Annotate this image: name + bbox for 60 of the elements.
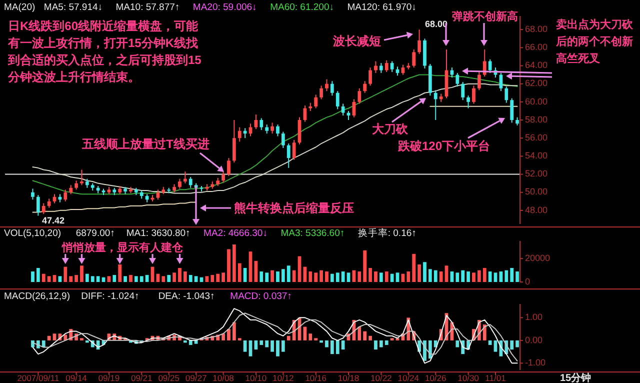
x-tick-label: 09/27 bbox=[185, 373, 207, 383]
annotation: 熊牛转换点后缩量反压 bbox=[234, 201, 354, 215]
y-tick-label: 58.00 bbox=[525, 114, 548, 124]
y-tick-label: -1.00 bbox=[525, 358, 546, 368]
text: MACD(26,12,9) bbox=[4, 291, 70, 302]
x-tick-label: 10/12 bbox=[272, 373, 294, 383]
x-tick-label: 10/18 bbox=[338, 373, 360, 383]
x-tick-label: 10/22 bbox=[370, 373, 392, 383]
text: MA3: 5336.60↑ bbox=[280, 228, 345, 239]
y-tick-label: 64.00 bbox=[525, 60, 548, 70]
annotation: 波长减短 bbox=[332, 34, 381, 48]
y-tick-label: 50.00 bbox=[525, 186, 548, 197]
x-tick-label: 10/26 bbox=[424, 373, 447, 383]
x-tick-label: 09/21 bbox=[130, 373, 153, 383]
text: VOL(5,10,20) bbox=[4, 228, 62, 239]
text: MA2: 4666.30↓ bbox=[204, 228, 268, 239]
x-tick-label: 10/16 bbox=[305, 373, 327, 383]
y-tick-label: 56.00 bbox=[525, 132, 548, 142]
y-tick-label: 48.00 bbox=[525, 204, 548, 215]
annotation: 悄悄放量，显示有人建仓 bbox=[61, 241, 184, 254]
text: 换手率: 0.16↑ bbox=[358, 227, 416, 239]
text: MACD: 0.037↑ bbox=[230, 291, 292, 302]
annotation: 五线顺上放量过T线买进 bbox=[81, 137, 210, 151]
annotation: 68.00 bbox=[425, 19, 448, 29]
text: 卖出点为大刀砍后的两个不创新高竺死叉 bbox=[555, 18, 634, 65]
y-tick-label: 62.00 bbox=[525, 78, 548, 88]
annotation: 跌破120下小平台 bbox=[397, 139, 490, 153]
text: DIFF: -1.024↑ bbox=[81, 291, 140, 302]
annotation: 47.42 bbox=[42, 216, 65, 226]
y-tick-label: 52.00 bbox=[525, 168, 548, 179]
x-tick-label: 10/24 bbox=[398, 373, 420, 383]
y-tick-label: 1.00 bbox=[525, 312, 543, 322]
annotation: 日K线跌到60线附近缩量横盘，可能有一波上攻行情，打开15分钟K线找到合适的买入点位，之后可持股到15分钟这波上升行情结束。 bbox=[7, 19, 202, 84]
text: MA10: 57.877↑ bbox=[116, 2, 180, 13]
x-tick-label: 2007/09/11 bbox=[17, 373, 60, 383]
y-tick-label: 66.00 bbox=[525, 42, 548, 52]
y-tick-label: 0.00 bbox=[525, 334, 543, 345]
text: MA1: 3630.80↑ bbox=[126, 228, 190, 239]
y-tick-label: 54.00 bbox=[525, 150, 548, 161]
y-tick-label: 68.00 bbox=[525, 24, 548, 34]
x-tick-label: 09/19 bbox=[98, 373, 120, 383]
text: 15分钟 bbox=[560, 372, 592, 383]
text: MA120: 61.970↓ bbox=[347, 2, 416, 13]
text: 6879.00↑ bbox=[76, 228, 115, 239]
text: MA5: 57.914↓ bbox=[44, 2, 103, 13]
x-tick-label: 10/30 bbox=[458, 373, 480, 383]
annotation: 大刀砍 bbox=[372, 122, 409, 136]
x-tick-label: 09/25 bbox=[158, 373, 180, 383]
x-tick-label: 10/08 bbox=[212, 373, 234, 383]
y-tick-label: 20000 bbox=[525, 252, 550, 263]
annotation: 弹跳不创新高 bbox=[452, 10, 518, 23]
x-tick-label: 09/14 bbox=[66, 373, 88, 383]
x-tick-label: 11/01 bbox=[485, 373, 506, 383]
y-tick-label: 60.00 bbox=[525, 96, 548, 106]
text: MA(20) bbox=[4, 2, 36, 13]
text: DEA: -1.043↑ bbox=[158, 291, 215, 302]
text: MA20: 59.006↓ bbox=[192, 2, 257, 13]
x-tick-label: 10/10 bbox=[245, 373, 267, 383]
text: MA60: 61.200↓ bbox=[270, 2, 334, 13]
y-tick-label: 0 bbox=[525, 276, 530, 286]
